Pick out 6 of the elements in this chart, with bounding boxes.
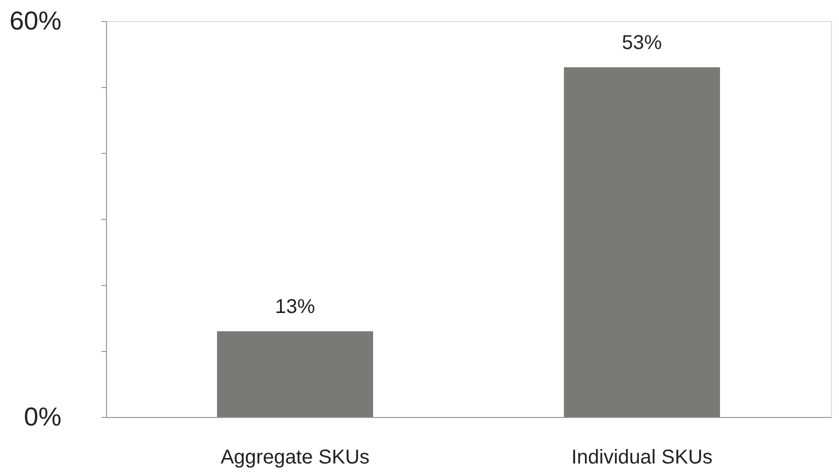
y-tick-label: 60% — [9, 6, 62, 36]
x-tick-label: Individual SKUs — [571, 446, 713, 468]
y-tick-label: 0% — [24, 402, 62, 432]
data-label: 13% — [275, 296, 316, 318]
x-tick-label: Aggregate SKUs — [220, 446, 370, 468]
data-label: 53% — [622, 32, 662, 54]
